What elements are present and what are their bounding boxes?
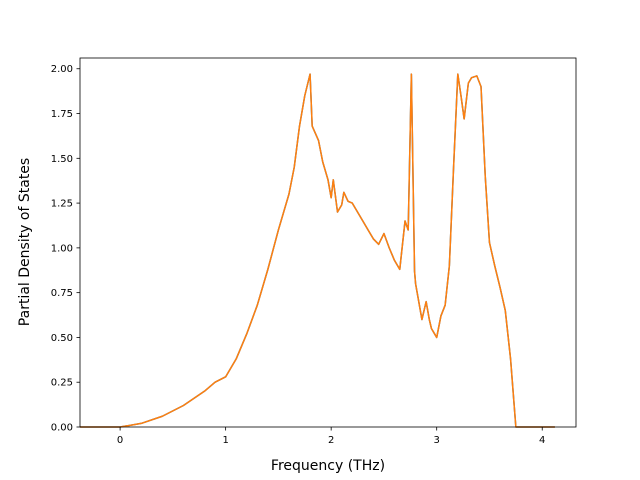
series-line-2 <box>80 73 555 428</box>
x-axis-ticks: 0 1 2 3 4 <box>117 427 545 446</box>
x-tick-label: 4 <box>539 435 545 446</box>
x-tick-label: 1 <box>222 435 228 446</box>
y-tick-label: 2.00 <box>51 64 73 75</box>
plot-frame <box>79 57 577 428</box>
y-tick-label: 1.00 <box>51 243 73 254</box>
y-tick-label: 0.50 <box>51 333 73 344</box>
x-tick-label: 3 <box>434 435 440 446</box>
y-tick-label: 1.25 <box>51 199 73 210</box>
y-tick-label: 1.50 <box>51 154 73 165</box>
x-axis-label: Frequency (THz) <box>271 458 385 474</box>
y-axis-label: Partial Density of States <box>17 158 33 326</box>
y-tick-label: 0.75 <box>51 288 73 299</box>
y-tick-label: 0.25 <box>51 378 73 389</box>
x-tick-label: 0 <box>117 435 123 446</box>
x-tick-label: 2 <box>328 435 334 446</box>
y-axis-ticks: 0.00 0.25 0.50 0.75 1.00 1.25 1.50 1.75 2.00 <box>51 64 80 434</box>
y-tick-label: 0.00 <box>51 423 73 434</box>
y-tick-label: 1.75 <box>51 109 73 120</box>
series-layer <box>80 73 555 428</box>
